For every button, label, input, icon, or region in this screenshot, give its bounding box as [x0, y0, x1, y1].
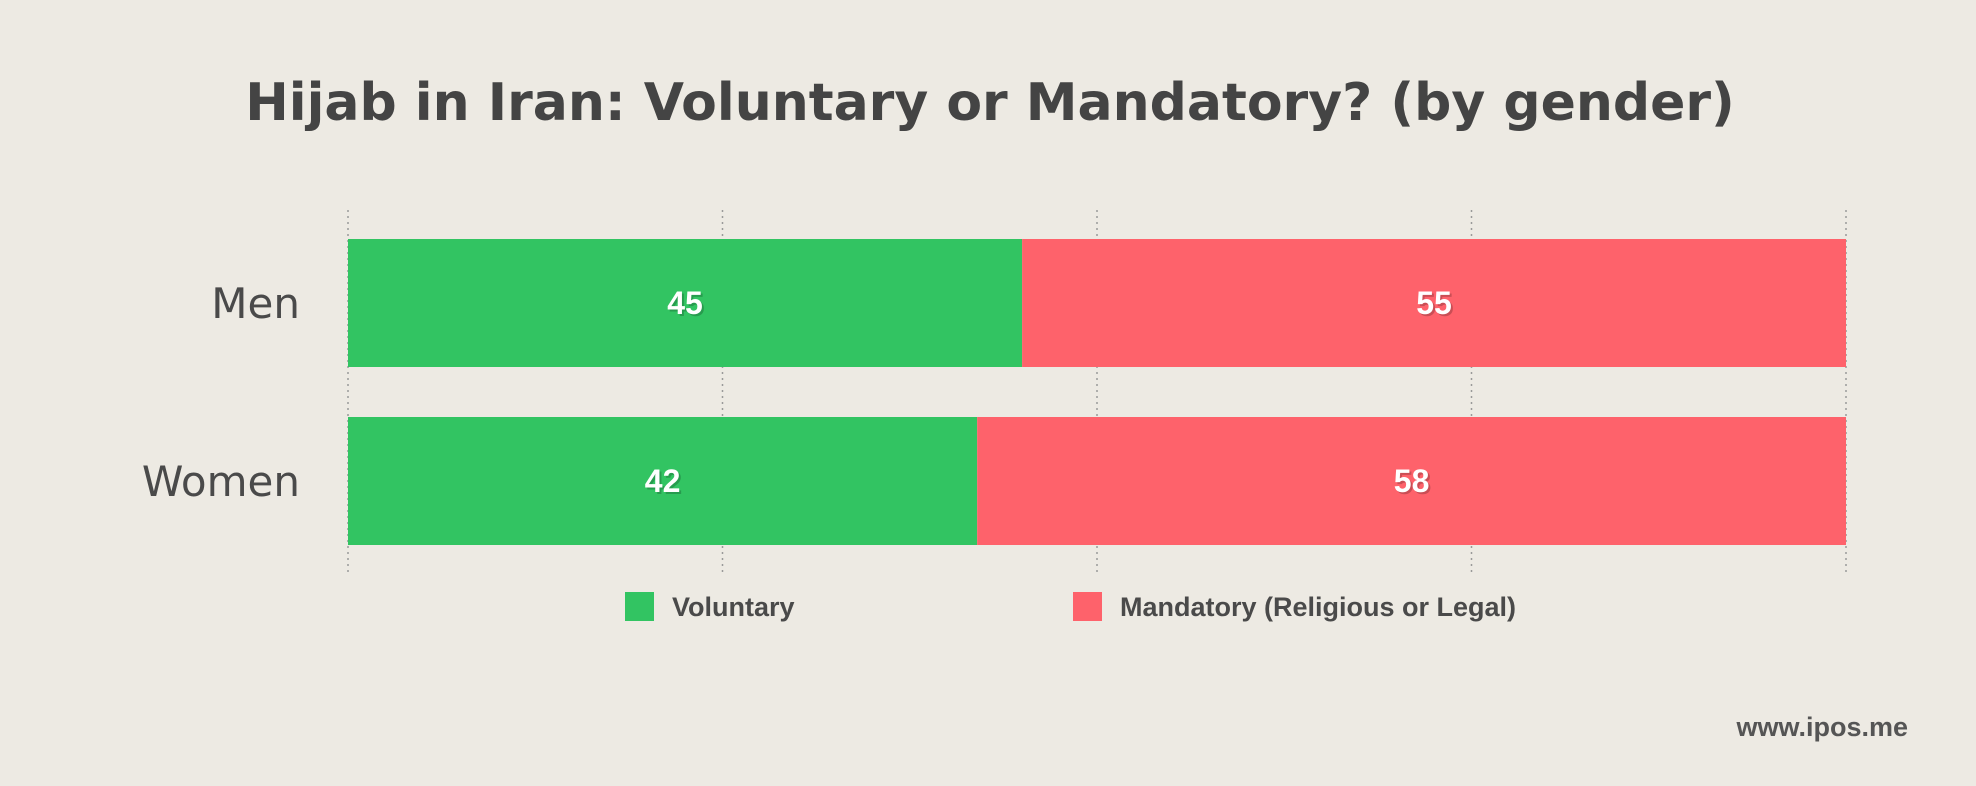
data-label-shadow: 58: [1396, 465, 1432, 501]
bars: [348, 239, 1846, 545]
category-label: Women: [142, 457, 300, 506]
data-label: 58: [1394, 463, 1430, 499]
bar-segment: [348, 417, 978, 545]
category-label: Men: [211, 279, 300, 328]
data-label-shadow: 45: [669, 287, 705, 323]
bar-segment: [977, 417, 1846, 545]
legend-label: Mandatory (Religious or Legal): [1120, 592, 1516, 622]
bar-segment: [1022, 239, 1846, 367]
data-label-shadow: 42: [647, 465, 683, 501]
legend-swatch: [625, 592, 654, 621]
category-labels: Men Women: [142, 279, 300, 506]
data-label: 45: [667, 285, 703, 321]
legend-swatch: [1073, 592, 1102, 621]
legend: Voluntary Mandatory (Religious or Legal): [625, 592, 1516, 622]
data-label: 42: [645, 463, 681, 499]
data-label-shadow: 55: [1418, 287, 1454, 323]
bar-segment: [348, 239, 1023, 367]
data-label: 55: [1416, 285, 1452, 321]
chart-title: Hijab in Iran: Voluntary or Mandatory? (…: [245, 73, 1735, 133]
watermark: www.ipos.me: [1735, 712, 1908, 742]
legend-label: Voluntary: [672, 592, 795, 622]
